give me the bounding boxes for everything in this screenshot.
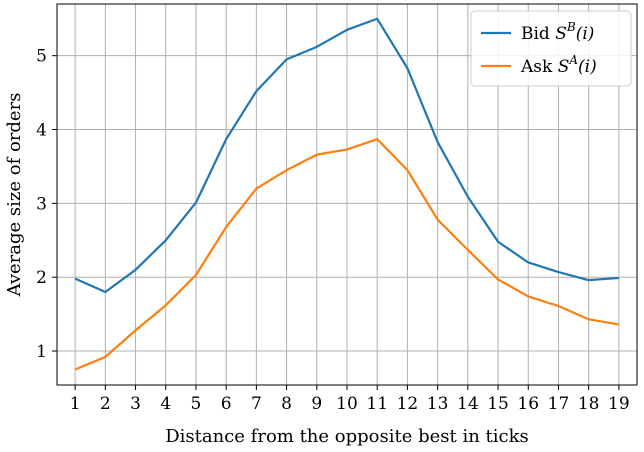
- x-tick-label: 17: [548, 394, 570, 414]
- x-tick-label: 15: [487, 394, 509, 414]
- legend-label: Bid SB(i): [521, 20, 594, 44]
- x-tick-label: 16: [517, 394, 539, 414]
- x-tick-label: 5: [191, 394, 202, 414]
- x-tick-label: 9: [311, 394, 322, 414]
- x-axis-label: Distance from the opposite best in ticks: [165, 426, 529, 447]
- series-layer: [74, 17, 620, 371]
- x-tick-label: 13: [427, 394, 449, 414]
- y-axis-ticks: 1 2 3 4 5: [36, 47, 57, 362]
- y-tick-label: 5: [36, 47, 47, 67]
- x-tick-label: 12: [397, 394, 419, 414]
- x-tick-label: 2: [100, 394, 111, 414]
- legend-math-sup: B: [566, 20, 576, 34]
- legend-label: Ask SA(i): [520, 53, 597, 77]
- x-tick-label: 11: [366, 394, 388, 414]
- y-tick-label: 3: [36, 194, 47, 214]
- legend-math-base: S: [558, 57, 570, 77]
- legend-prefix: Bid: [521, 24, 555, 44]
- x-tick-label: 19: [608, 394, 630, 414]
- x-tick-label: 1: [70, 394, 81, 414]
- x-axis-ticks: 1 2 3 4 5 6 7 8 9 10 11 12 13 14 15 16 17 18 19: [70, 385, 630, 414]
- legend-box: [470, 10, 632, 87]
- x-tick-label: 18: [578, 394, 600, 414]
- x-tick-label: 14: [457, 394, 479, 414]
- y-tick-label: 4: [36, 121, 47, 141]
- x-tick-label: 10: [336, 394, 358, 414]
- y-axis-label: Average size of orders: [4, 93, 25, 298]
- x-tick-label: 6: [221, 394, 232, 414]
- x-tick-label: 3: [130, 394, 141, 414]
- y-tick-label: 2: [36, 268, 47, 288]
- legend-math-arg: (i): [576, 24, 595, 44]
- legend-math-arg: (i): [578, 57, 597, 77]
- x-tick-label: 8: [281, 394, 292, 414]
- y-tick-label: 1: [36, 342, 47, 362]
- x-tick-label: 7: [251, 394, 262, 414]
- x-tick-label: 4: [160, 394, 171, 414]
- legend-math-sup: A: [568, 53, 578, 67]
- legend-prefix: Ask: [520, 57, 558, 77]
- legend: Bid SB(i)Ask SA(i): [470, 10, 632, 87]
- legend-math-base: S: [555, 24, 567, 44]
